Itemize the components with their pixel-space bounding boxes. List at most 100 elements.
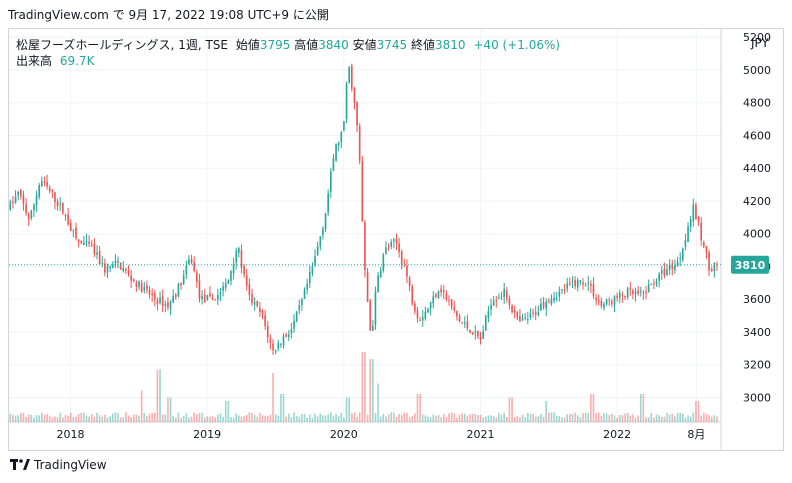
candle-body	[555, 298, 558, 300]
candle-body	[140, 283, 143, 293]
candle-body	[98, 250, 101, 264]
volume-bar	[590, 394, 592, 422]
candle-body	[248, 284, 251, 295]
candle-body	[697, 217, 700, 223]
y-tick-label: 3000	[743, 391, 771, 404]
volume-bar	[366, 414, 369, 422]
symbol-label[interactable]: 松屋フーズホールディングス, 1週, TSE	[16, 38, 228, 52]
volume-bar	[647, 417, 650, 422]
volume-bar	[695, 401, 697, 422]
volume-bar	[487, 415, 490, 422]
candle-body	[132, 279, 135, 281]
volume-bar	[356, 416, 358, 422]
candle-body	[626, 288, 629, 298]
volume-bar	[206, 416, 209, 422]
candle-body	[353, 88, 356, 103]
candle-body	[90, 244, 93, 246]
volume-bar	[516, 415, 519, 422]
candle-body	[466, 321, 469, 329]
candle-body	[532, 312, 534, 314]
volume-bar	[400, 414, 403, 422]
volume-bar	[429, 417, 432, 422]
candle-body	[306, 283, 308, 290]
volume-bar	[335, 414, 337, 422]
volume-bar	[713, 415, 716, 422]
volume-bar	[398, 413, 400, 422]
volume-bar	[209, 416, 211, 422]
volume-bar	[571, 413, 574, 422]
candle-body	[119, 262, 122, 270]
volume-bar	[566, 414, 569, 422]
candle-body	[188, 259, 190, 265]
candle-body	[219, 292, 222, 295]
candle-body	[600, 301, 603, 306]
volume-bar	[608, 414, 611, 422]
volume-bar	[14, 415, 17, 422]
volume-bar	[33, 417, 35, 422]
candle-body	[463, 322, 466, 324]
volume-bar	[453, 413, 456, 422]
candle-body	[445, 293, 448, 300]
candle-body	[114, 260, 117, 264]
candle-body	[716, 263, 718, 266]
volume-bar	[668, 414, 671, 422]
volume-bar	[38, 415, 41, 422]
volume-bar	[461, 413, 463, 422]
candle-body	[127, 270, 130, 274]
candle-body	[374, 291, 377, 325]
candle-body	[174, 294, 177, 297]
volume-bar	[414, 413, 416, 422]
candle-body	[437, 290, 440, 298]
candle-body	[106, 266, 109, 273]
volume-bar	[632, 414, 634, 422]
candle-body	[214, 299, 217, 301]
candle-body	[227, 280, 230, 284]
candle-body	[408, 278, 411, 286]
volume-bar	[393, 412, 395, 422]
candle-body	[298, 305, 301, 310]
volume-bar	[358, 412, 361, 422]
volume-bar	[156, 369, 159, 422]
volume-bar	[182, 415, 185, 422]
candle-body	[469, 330, 471, 333]
candle-body	[259, 307, 261, 313]
volume-bar	[122, 417, 125, 422]
candle-body	[295, 311, 298, 322]
candle-body	[500, 296, 503, 298]
volume-bar	[705, 414, 708, 422]
candle-body	[521, 318, 524, 321]
volume-bar	[90, 414, 93, 422]
candle-body	[456, 310, 458, 317]
volume-bar	[442, 413, 445, 422]
volume-bar	[526, 413, 529, 422]
volume-bar	[432, 414, 435, 422]
candle-body	[332, 158, 335, 171]
candle-body	[689, 219, 692, 227]
candle-body	[592, 284, 595, 296]
volume-bar	[196, 414, 198, 422]
volume-bar	[637, 415, 639, 422]
candle-body	[51, 189, 54, 192]
y-tick-label: 3200	[743, 359, 771, 372]
candle-body	[582, 282, 584, 285]
candlestick-chart[interactable]: 3000320034003600380040004200440046004800…	[9, 29, 784, 450]
candle-body	[12, 201, 14, 203]
footer-brand[interactable]: TradingView	[10, 458, 107, 472]
currency-label[interactable]: JPY	[751, 36, 769, 50]
candle-body	[335, 144, 337, 161]
candle-body	[185, 264, 188, 275]
candle-body	[645, 291, 647, 294]
candle-body	[364, 222, 366, 271]
candle-body	[687, 226, 689, 243]
volume-bar	[188, 417, 190, 422]
volume-bar	[448, 413, 450, 422]
volume-bar	[390, 412, 393, 422]
volume-bar	[703, 412, 705, 422]
volume-bar	[642, 394, 645, 422]
candle-body	[676, 261, 679, 265]
candle-body	[616, 295, 618, 298]
volume-bar	[542, 416, 545, 422]
volume-bar	[684, 417, 687, 422]
volume-bar	[345, 397, 348, 422]
x-tick-label: 2022	[603, 428, 631, 441]
